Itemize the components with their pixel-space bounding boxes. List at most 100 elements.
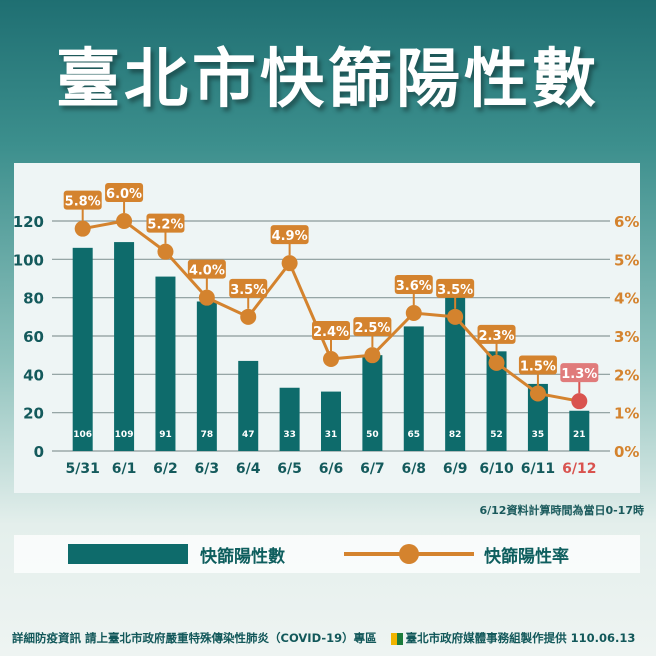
rate-label: 3.5% <box>230 283 266 298</box>
rate-point <box>488 354 505 371</box>
rate-label: 2.3% <box>479 329 515 344</box>
rate-label-box <box>394 275 433 294</box>
rate-label: 2.4% <box>313 325 349 340</box>
combo-chart: 0 0% 20 1% 40 2% 60 3% 80 4% 100 5% 120 6% 106 5/31 109 6… <box>14 183 639 477</box>
rate-label: 6.0% <box>106 187 142 202</box>
x-tick-label: 6/4 <box>236 461 261 477</box>
y-left-tick: 120 <box>14 213 44 231</box>
rate-point <box>323 351 339 367</box>
bar-value-label: 35 <box>532 430 545 440</box>
y-left-tick: 60 <box>23 328 44 346</box>
bar-value-label: 82 <box>449 430 462 440</box>
rate-label-box <box>146 213 185 233</box>
rate-label: 3.5% <box>437 283 473 298</box>
rate-point <box>529 385 546 402</box>
page-title: 臺北市快篩陽性數 <box>56 43 600 117</box>
y-left-tick: 80 <box>23 290 44 308</box>
x-tick-label: 6/9 <box>443 461 468 477</box>
legend-bar-label: 快篩陽性數 <box>200 547 285 567</box>
x-tick-label: 6/7 <box>360 461 385 477</box>
y-right-tick: 2% <box>614 366 639 384</box>
bar <box>279 387 300 451</box>
y-left-tick: 100 <box>14 251 44 269</box>
legend-line-label: 快篩陽性率 <box>484 547 569 567</box>
chart-panel: 0 0% 20 1% 40 2% 60 3% 80 4% 100 5% 120 6% 106 5/31 109 6… <box>14 163 640 493</box>
bar <box>196 301 217 451</box>
bar <box>569 410 590 451</box>
y-right-tick: 1% <box>614 405 639 423</box>
rate-label: 5.2% <box>147 218 183 233</box>
data-note: 6/12資料計算時間為當日0-17時 <box>479 504 644 517</box>
rate-label-box <box>518 355 557 375</box>
bar <box>238 360 259 451</box>
x-tick-label: 6/8 <box>401 461 426 477</box>
bar-value-label: 21 <box>573 430 586 440</box>
rate-point <box>240 308 257 325</box>
x-tick-label: 6/12 <box>562 461 596 477</box>
legend: 快篩陽性數 快篩陽性率 <box>14 535 640 573</box>
rate-label: 5.8% <box>65 195 101 210</box>
y-right-tick: 3% <box>614 328 639 346</box>
taipei-logo-icon <box>390 632 403 645</box>
footer: 詳細防疫資訊 請上臺北市政府嚴重特殊傳染性肺炎（COVID-19）專區 臺北市政… <box>12 630 635 646</box>
bar <box>114 242 135 451</box>
rate-label: 1.3% <box>561 367 597 382</box>
bar-value-label: 106 <box>73 430 92 440</box>
rate-point <box>157 243 174 260</box>
rate-label: 4.9% <box>272 229 308 244</box>
rate-label-box <box>436 278 475 298</box>
rate-label-box <box>105 183 144 202</box>
bar-value-label: 109 <box>115 430 134 440</box>
y-right-tick: 0% <box>614 443 639 461</box>
bar <box>72 247 93 451</box>
bar <box>321 391 341 451</box>
rate-label-box <box>270 225 309 245</box>
x-tick-label: 6/1 <box>112 461 137 477</box>
bar-value-label: 33 <box>283 430 296 440</box>
rate-label-box <box>477 324 516 344</box>
rate-point <box>198 289 215 306</box>
rate-label: 3.6% <box>396 279 432 294</box>
x-tick-label: 6/10 <box>479 461 514 477</box>
y-right-tick: 6% <box>614 213 639 231</box>
rate-label: 2.5% <box>354 321 390 336</box>
rate-label-box <box>229 278 268 298</box>
bar-value-label: 65 <box>408 430 421 440</box>
y-left-tick: 20 <box>23 405 44 423</box>
rate-point <box>74 220 91 237</box>
y-left-tick: 40 <box>23 366 44 384</box>
rate-point <box>447 308 464 325</box>
x-tick-label: 6/2 <box>153 461 178 477</box>
rate-point <box>571 393 588 410</box>
rate-label-box <box>560 363 599 383</box>
rate-point <box>405 305 422 321</box>
rate-point <box>116 213 133 229</box>
x-tick-label: 6/6 <box>319 461 344 477</box>
bar <box>362 355 383 451</box>
y-right-tick: 5% <box>614 251 639 269</box>
legend-bar-swatch <box>68 544 188 564</box>
bar <box>527 383 548 451</box>
bar <box>155 276 176 451</box>
footer-credit: 臺北市政府媒體事務組製作提供 110.06.13 <box>405 631 636 645</box>
rate-label-box <box>187 259 226 279</box>
y-left-tick: 0 <box>34 443 44 461</box>
bar-value-label: 31 <box>325 430 338 440</box>
x-tick-label: 6/5 <box>277 461 302 477</box>
bar-value-label: 78 <box>201 430 214 440</box>
rate-point <box>364 347 381 364</box>
bar <box>486 351 507 451</box>
rate-label-box <box>312 321 350 340</box>
footer-info: 詳細防疫資訊 請上臺北市政府嚴重特殊傳染性肺炎（COVID-19）專區 <box>12 631 377 645</box>
rate-label-box <box>353 317 392 337</box>
legend-line-swatch <box>344 544 474 564</box>
x-tick-label: 5/31 <box>66 461 100 477</box>
x-tick-label: 6/11 <box>521 461 555 477</box>
y-right-tick: 4% <box>614 290 639 308</box>
rate-label: 1.5% <box>520 360 556 375</box>
bar-value-label: 50 <box>366 430 379 440</box>
rate-point <box>281 255 298 272</box>
bar <box>445 293 466 451</box>
x-tick-label: 6/3 <box>195 461 220 477</box>
bar <box>403 326 424 451</box>
